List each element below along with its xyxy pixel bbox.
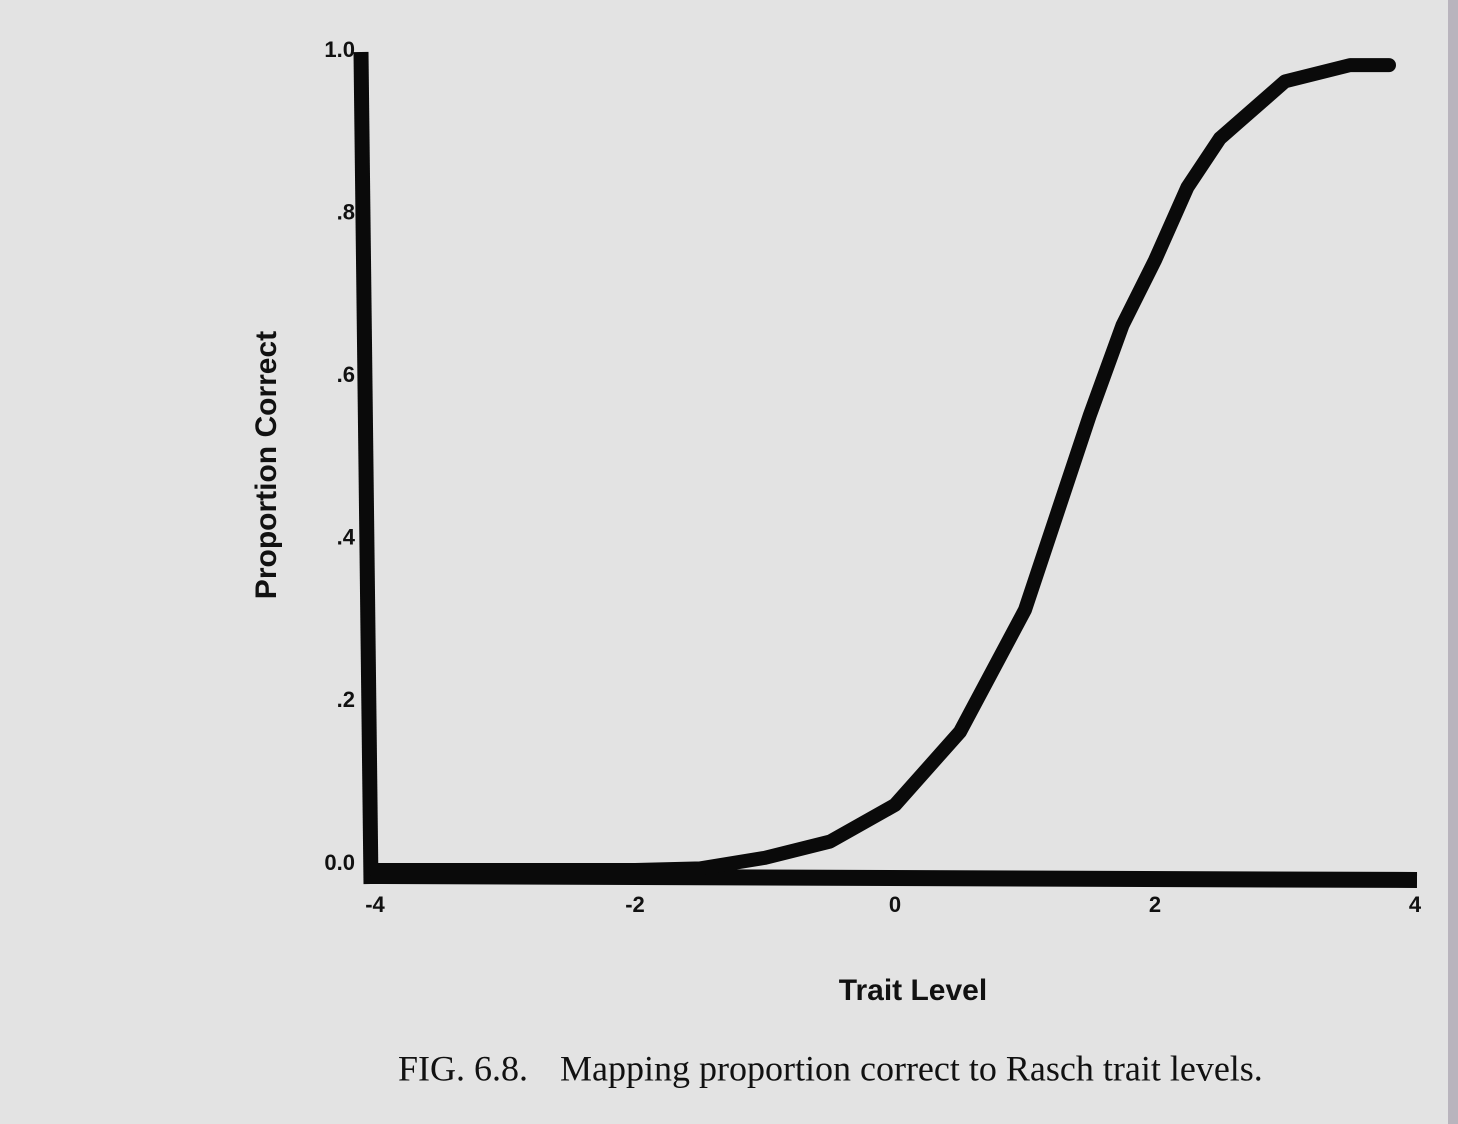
x-axis-title: Trait Level xyxy=(839,974,987,1007)
y-tick-label: 0.0 xyxy=(324,850,355,875)
x-tick-label: -4 xyxy=(365,892,385,917)
y-tick-label: .2 xyxy=(337,687,355,712)
x-tick-label: 4 xyxy=(1409,892,1422,917)
y-tick-label: .8 xyxy=(337,199,355,224)
y-tick-label: .6 xyxy=(337,362,355,387)
x-tick-label: 0 xyxy=(889,892,901,917)
page-edge xyxy=(1448,0,1458,1124)
y-axis-line xyxy=(353,51,379,885)
x-tick-label: -2 xyxy=(625,892,645,917)
figure-label: FIG. 6.8. xyxy=(398,1048,528,1088)
y-tick-label: .4 xyxy=(337,525,356,550)
x-tick-label: 2 xyxy=(1149,892,1161,917)
y-tick-label: 1.0 xyxy=(324,37,355,62)
data-line xyxy=(368,58,1396,877)
y-axis-title: Proportion Correct xyxy=(250,331,283,599)
figure-caption: Mapping proportion correct to Rasch trai… xyxy=(560,1048,1263,1088)
